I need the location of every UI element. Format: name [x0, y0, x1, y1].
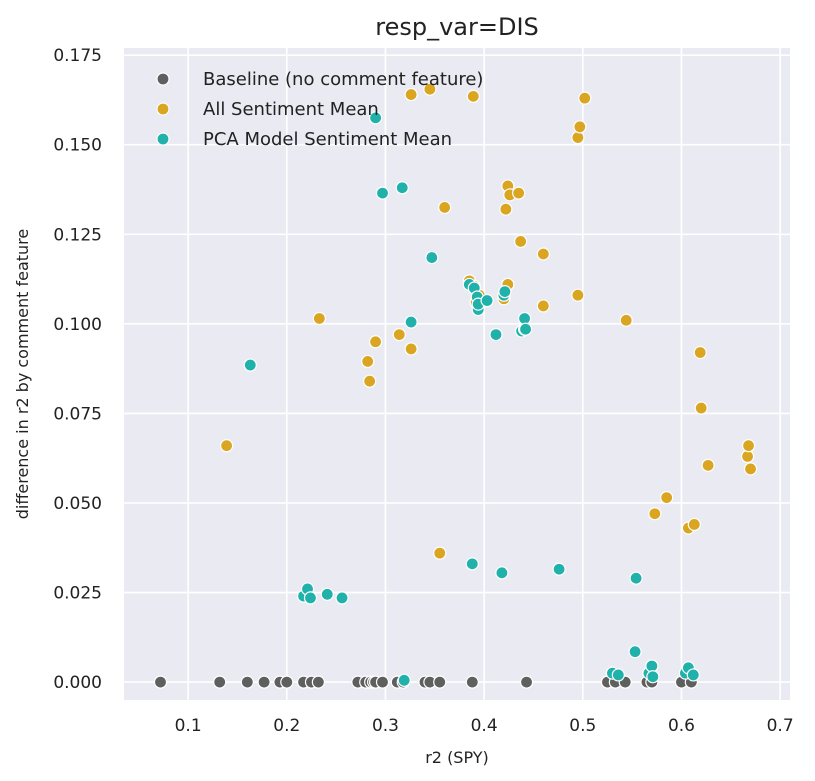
data-point [465, 557, 479, 571]
data-point [687, 517, 701, 532]
data-point [648, 507, 662, 521]
data-point [619, 313, 633, 327]
data-point [646, 670, 660, 684]
data-point [375, 675, 390, 689]
data-point [573, 120, 587, 134]
data-point [153, 675, 168, 689]
data-point [512, 186, 526, 200]
data-point [645, 659, 659, 673]
x-axis-title: r2 (SPY) [425, 748, 489, 767]
data-point [694, 401, 708, 415]
data-point [514, 234, 528, 249]
legend-marker [156, 132, 170, 146]
x-tick-label: 0.6 [668, 716, 695, 736]
plot-area [124, 48, 790, 700]
data-point [433, 546, 447, 560]
data-point [243, 358, 257, 372]
data-point [517, 311, 532, 326]
y-tick-label: 0.150 [53, 136, 102, 156]
data-point [369, 335, 383, 349]
legend-label: All Sentiment Mean [203, 99, 379, 120]
data-point [303, 591, 318, 605]
data-point [701, 458, 715, 472]
x-tick-label: 0.4 [471, 716, 498, 736]
data-point [536, 299, 550, 313]
x-tick-label: 0.7 [767, 716, 794, 736]
y-tick-label: 0.025 [53, 584, 102, 604]
y-axis-title: difference in r2 by comment feature [13, 229, 32, 520]
legend-label: Baseline (no comment feature) [203, 69, 483, 90]
data-point [578, 91, 592, 105]
x-tick-label: 0.1 [175, 716, 202, 736]
legend-marker [156, 102, 170, 116]
data-point [335, 591, 349, 605]
data-point [740, 449, 755, 463]
data-point [375, 186, 390, 200]
data-point [280, 675, 294, 689]
data-point [498, 285, 512, 299]
data-point [213, 675, 227, 689]
data-point [397, 673, 411, 687]
data-point [686, 668, 700, 682]
data-point [628, 645, 642, 659]
data-point [423, 82, 437, 96]
data-point [480, 293, 494, 308]
data-point [438, 200, 452, 215]
data-point [395, 181, 409, 195]
data-point [495, 566, 509, 580]
data-point [611, 668, 625, 682]
data-point [404, 87, 418, 102]
data-point [552, 562, 566, 576]
data-point [489, 327, 503, 342]
data-point [369, 111, 383, 125]
data-point [466, 89, 480, 103]
data-point [312, 311, 326, 326]
y-tick-labels: 0.000 0.025 0.050 0.075 0.100 0.125 0.150 0.175 [53, 46, 102, 693]
y-tick-label: 0.000 [53, 673, 102, 693]
legend-marker [156, 72, 170, 86]
data-point [629, 571, 643, 585]
legend-label: PCA Model Sentiment Mean [203, 129, 452, 150]
data-point [519, 675, 534, 689]
data-point [433, 675, 447, 689]
x-tick-label: 0.3 [372, 716, 399, 736]
data-point [257, 675, 271, 689]
data-point [363, 374, 377, 388]
data-point [311, 675, 325, 689]
legend: Baseline (no comment feature) All Sentime… [156, 69, 483, 150]
data-point [741, 439, 756, 453]
data-point [571, 130, 585, 145]
data-point [660, 490, 674, 505]
y-tick-label: 0.125 [53, 225, 102, 245]
data-points [153, 82, 758, 689]
data-point [404, 315, 418, 329]
data-point [392, 327, 406, 342]
data-point [320, 587, 334, 601]
data-point [220, 439, 234, 453]
data-point [361, 354, 375, 369]
x-tick-labels: 0.1 0.2 0.3 0.4 0.5 0.6 0.7 [175, 716, 794, 736]
data-point [743, 462, 758, 476]
data-point [425, 250, 439, 265]
chart-title: resp_var=DIS [375, 13, 539, 41]
data-point [518, 322, 533, 336]
y-tick-label: 0.175 [53, 46, 102, 66]
data-point [465, 675, 479, 689]
data-point [404, 342, 418, 356]
data-point [499, 202, 513, 216]
data-point [240, 675, 254, 689]
x-tick-label: 0.5 [569, 716, 596, 736]
y-tick-label: 0.075 [53, 404, 102, 424]
data-point [571, 288, 585, 302]
data-point [693, 345, 707, 360]
y-tick-label: 0.100 [53, 315, 102, 335]
x-tick-label: 0.2 [273, 716, 300, 736]
grid [124, 48, 790, 700]
y-tick-label: 0.050 [53, 494, 102, 514]
data-point [536, 247, 550, 261]
